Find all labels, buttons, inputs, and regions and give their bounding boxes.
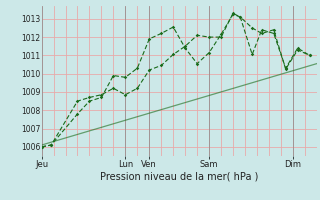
X-axis label: Pression niveau de la mer( hPa ): Pression niveau de la mer( hPa ) (100, 172, 258, 182)
